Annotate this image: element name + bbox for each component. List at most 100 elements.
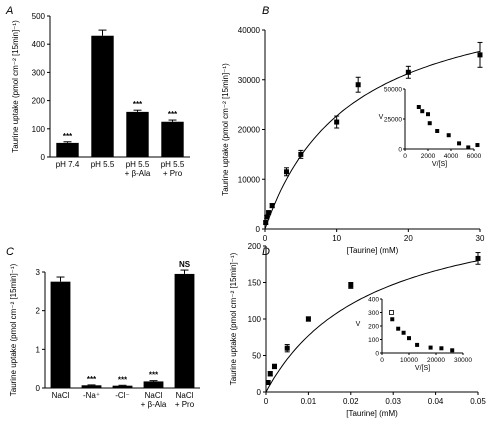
y-tick-label: 1: [36, 345, 41, 354]
inset-y-tick-label: 200: [368, 324, 379, 331]
inset-x-tick-label: 30000: [454, 357, 472, 364]
inset-data-point: [428, 345, 433, 350]
bar: [91, 35, 114, 157]
panel-label-a: A: [5, 5, 13, 17]
data-point: [284, 169, 289, 175]
bar: [56, 142, 79, 157]
x-axis-title: [Taurine] (mM): [347, 246, 399, 255]
y-tick-label: 20000: [238, 126, 261, 135]
inset-data-point: [475, 143, 480, 148]
data-point: [348, 282, 354, 288]
y-tick-label: 0: [36, 384, 41, 393]
y-axis-title-c: Taurine uptake (pmol cm⁻² [15min]⁻¹): [9, 263, 18, 396]
inset-x-axis-title: V/[S]: [432, 161, 447, 168]
inset-data-point: [446, 133, 451, 138]
inset-data-point: [435, 129, 440, 133]
data-point: [298, 151, 304, 157]
data-point: [475, 255, 481, 261]
data-point: [263, 220, 269, 226]
panel-label-b: B: [262, 5, 269, 17]
x-tick-label: 0.01: [301, 397, 317, 406]
bar: [161, 121, 184, 157]
inset-x-tick-label: 10000: [400, 357, 418, 364]
y-tick-label: 3: [36, 268, 41, 277]
category-label: + Pro: [163, 169, 183, 178]
data-point: [266, 210, 272, 216]
data-point: [269, 203, 275, 209]
category-label: -Cl⁻: [115, 391, 129, 400]
data-point: [305, 316, 311, 322]
category-label: pH 7.4: [56, 160, 80, 169]
significance-label: ***: [168, 110, 178, 119]
y-tick-label: 0: [256, 225, 261, 234]
y-tick-label: 50: [252, 352, 261, 361]
data-point: [477, 52, 483, 58]
inset-x-tick-label: 4000: [444, 153, 459, 160]
inset-y-tick-label: 0: [375, 351, 379, 358]
y-tick-label: 200: [32, 97, 46, 106]
y-tick-label: 40000: [238, 26, 261, 35]
y-tick-label: 300: [32, 68, 46, 77]
inset-data-point: [401, 330, 406, 335]
inset-x-axis-title: V/[S]: [415, 365, 430, 372]
y-tick-label: 30000: [238, 76, 261, 85]
inset-B: 0 25000 50000 0 2000 4000 6000 V/[S] V: [379, 87, 482, 169]
y-tick-label: 10000: [238, 175, 261, 184]
x-tick-label: 10: [332, 234, 341, 243]
inset-y-axis-title: V: [356, 321, 361, 328]
inset-y-tick-label: 300: [368, 310, 379, 317]
x-tick-label: 0.05: [470, 397, 486, 406]
inset-y-tick-label: 100: [368, 337, 379, 344]
significance-label: ***: [133, 100, 143, 109]
y-axis-title-a: Taurine uptake (pmol cm⁻² [15min]⁻¹): [11, 20, 20, 153]
category-label: pH 5.5: [126, 160, 150, 169]
bar: [143, 381, 164, 388]
fit-curve: [265, 260, 479, 393]
x-tick-label: 0.02: [343, 397, 359, 406]
y-tick-label: 150: [248, 279, 262, 288]
chart-A: 0 100 200 300 400 500 *** pH 7.4 pH 5.5 *** pH 5.5…: [32, 12, 190, 178]
category-label: + β-Ala: [125, 169, 151, 178]
inset-data-point: [450, 348, 455, 353]
significance-label: NS: [179, 260, 191, 269]
data-point: [264, 214, 270, 220]
inset-data-point: [426, 112, 430, 117]
category-label: -Na⁺: [83, 391, 100, 400]
x-tick-label: 0: [264, 397, 269, 406]
inset-y-axis-title: V: [379, 114, 384, 121]
inset-data-point: [415, 342, 420, 347]
bar: [174, 273, 195, 388]
y-tick-label: 0: [257, 388, 262, 397]
y-tick-label: 500: [32, 12, 46, 21]
category-label: pH 5.5: [91, 160, 115, 169]
inset-D: 0 100 200 300 400 0 10000 20000 30000 V/[S] V: [356, 297, 473, 373]
inset-data-point: [407, 336, 411, 341]
bar: [50, 281, 71, 388]
inset-y-tick-label: 25000: [384, 117, 402, 124]
inset-x-tick-label: 2000: [421, 153, 436, 160]
x-tick-label: 0.03: [385, 397, 401, 406]
inset-x-tick-label: 20000: [427, 357, 445, 364]
x-tick-label: 0: [263, 234, 268, 243]
significance-label: ***: [149, 371, 159, 380]
data-point: [334, 119, 340, 125]
y-tick-label: 2: [36, 307, 41, 316]
category-label: + Pro: [175, 400, 195, 409]
inset-x-tick-label: 6000: [467, 153, 482, 160]
category-label: NaCl: [176, 391, 194, 400]
inset-data-point: [390, 317, 395, 322]
fit-curve: [264, 50, 481, 230]
inset-data-point: [396, 326, 401, 331]
inset-y-tick-label: 50000: [384, 87, 402, 94]
y-tick-label: 100: [248, 315, 262, 324]
inset-data-point: [420, 109, 425, 114]
y-axis-title-b: Taurine uptake (pmol cm⁻² [15min]⁻¹): [221, 63, 230, 196]
data-point: [267, 371, 273, 377]
inset-data-point: [389, 310, 394, 315]
bar: [126, 111, 149, 157]
y-tick-label: 100: [32, 125, 46, 134]
bar: [81, 385, 102, 388]
y-tick-label: 200: [248, 242, 262, 251]
inset-y-tick-label: 400: [368, 297, 379, 304]
